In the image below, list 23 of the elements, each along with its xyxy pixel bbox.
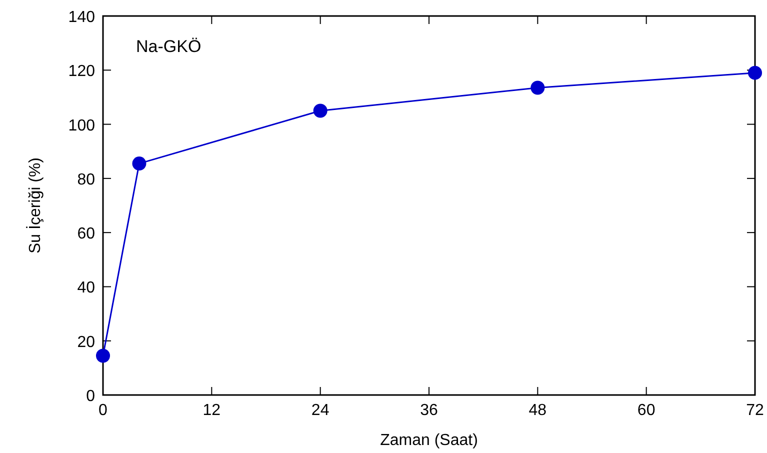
point: [96, 348, 110, 363]
y-tick-label: 140: [68, 9, 96, 26]
y-tick-label: 60: [77, 226, 96, 243]
y-tick-label: 80: [77, 171, 96, 188]
point: [132, 156, 146, 171]
y-tick-label: 120: [68, 63, 96, 80]
x-tick-label: 72: [746, 402, 764, 419]
annotation: Na-GKÖ: [136, 37, 202, 56]
y-tick-label: 0: [86, 388, 96, 405]
x-tick-label: 12: [202, 402, 221, 419]
point: [313, 104, 328, 118]
point: [748, 66, 762, 80]
x-tick-label: 0: [98, 402, 108, 419]
x-axis-title: Zaman (Saat): [380, 432, 478, 449]
x-tick-label: 36: [420, 402, 438, 419]
point: [530, 80, 545, 95]
y-tick-label: 100: [68, 117, 96, 134]
x-tick-label: 48: [528, 402, 547, 419]
x-tick-label: 24: [311, 402, 330, 419]
y-tick-label: 40: [77, 280, 96, 297]
y-axis-title: Su İçeriği (%): [26, 157, 44, 254]
y-tick-label: 20: [77, 334, 96, 351]
x-tick-label: 60: [637, 402, 656, 419]
